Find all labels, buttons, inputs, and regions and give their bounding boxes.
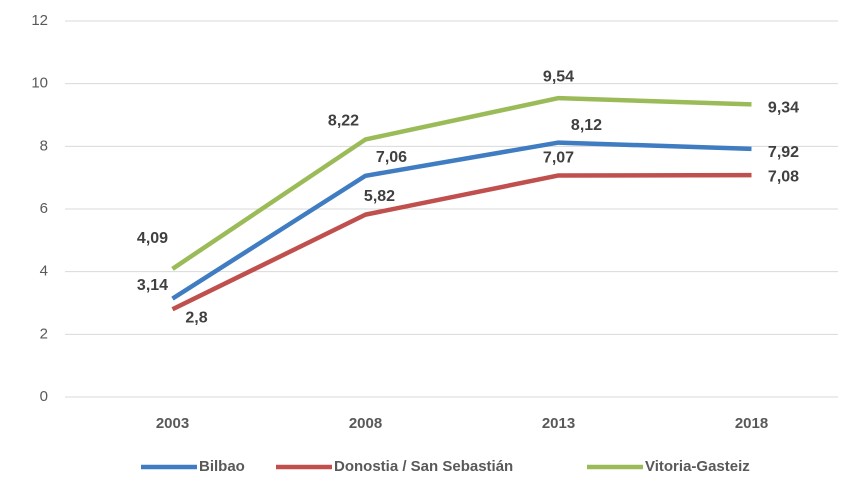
y-tick-label: 8 bbox=[40, 137, 48, 154]
data-label: 4,09 bbox=[137, 230, 168, 247]
data-label: 2,8 bbox=[185, 309, 207, 326]
y-tick-label: 10 bbox=[31, 75, 48, 92]
legend-label: Bilbao bbox=[199, 458, 245, 475]
legend-label: Vitoria-Gasteiz bbox=[645, 458, 750, 475]
series-line bbox=[171, 140, 752, 301]
data-label: 9,34 bbox=[768, 100, 799, 117]
y-tick-label: 4 bbox=[40, 263, 48, 280]
legend-label: Donostia / San Sebastián bbox=[334, 458, 513, 475]
series-line bbox=[171, 95, 752, 271]
x-tick-label: 2013 bbox=[542, 415, 575, 432]
data-label: 3,14 bbox=[137, 277, 168, 294]
data-label: 7,06 bbox=[376, 149, 407, 166]
data-label: 8,22 bbox=[328, 113, 359, 130]
y-tick-label: 6 bbox=[40, 200, 48, 217]
y-tick-label: 0 bbox=[40, 388, 48, 405]
x-tick-label: 2018 bbox=[735, 415, 768, 432]
x-tick-label: 2008 bbox=[349, 415, 382, 432]
data-label: 7,08 bbox=[768, 168, 799, 185]
data-label: 8,12 bbox=[571, 117, 602, 134]
data-label: 7,92 bbox=[768, 144, 799, 161]
x-tick-label: 2003 bbox=[156, 415, 189, 432]
series-line bbox=[171, 172, 752, 312]
data-label: 7,07 bbox=[543, 150, 574, 167]
y-tick-label: 2 bbox=[40, 325, 48, 342]
data-label: 5,82 bbox=[364, 188, 395, 205]
data-label: 9,54 bbox=[543, 68, 574, 85]
y-tick-label: 12 bbox=[31, 12, 48, 29]
